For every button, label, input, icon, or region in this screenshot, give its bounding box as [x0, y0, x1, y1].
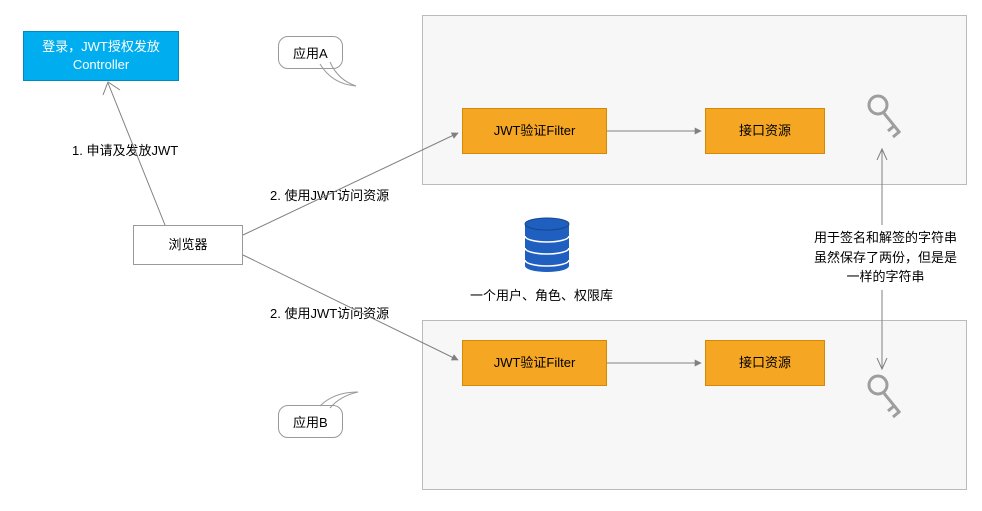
label-step2a: 2. 使用JWT访问资源: [270, 185, 389, 204]
app-b-filter-label: JWT验证Filter: [494, 354, 576, 372]
label-step2b: 2. 使用JWT访问资源: [270, 303, 389, 322]
app-a-filter-box: JWT验证Filter: [462, 108, 607, 154]
label-step1: 1. 申请及发放JWT: [72, 140, 178, 159]
app-a-filter-label: JWT验证Filter: [494, 122, 576, 140]
app-a-container: [422, 15, 967, 185]
speech-app-b-label: 应用B: [293, 415, 328, 430]
app-b-resource-box: 接口资源: [705, 340, 825, 386]
app-b-resource-label: 接口资源: [739, 354, 791, 372]
key-note-line1: 用于签名和解签的字符串: [814, 230, 957, 245]
app-a-resource-label: 接口资源: [739, 122, 791, 140]
speech-app-a: 应用A: [278, 36, 343, 69]
speech-app-a-label: 应用A: [293, 46, 328, 61]
app-b-filter-box: JWT验证Filter: [462, 340, 607, 386]
key-note: 用于签名和解签的字符串 虽然保存了两份，但是是 一样的字符串: [798, 228, 973, 287]
login-controller-box: 登录，JWT授权发放Controller: [23, 31, 179, 81]
speech-app-b: 应用B: [278, 405, 343, 438]
key-note-line3: 一样的字符串: [846, 269, 924, 284]
app-a-resource-box: 接口资源: [705, 108, 825, 154]
browser-box: 浏览器: [133, 225, 243, 265]
browser-label: 浏览器: [168, 236, 207, 254]
login-controller-label: 登录，JWT授权发放Controller: [24, 38, 178, 74]
db-caption: 一个用户、角色、权限库: [470, 285, 613, 304]
database-icon: [525, 218, 569, 272]
key-note-line2: 虽然保存了两份，但是是: [814, 250, 957, 265]
